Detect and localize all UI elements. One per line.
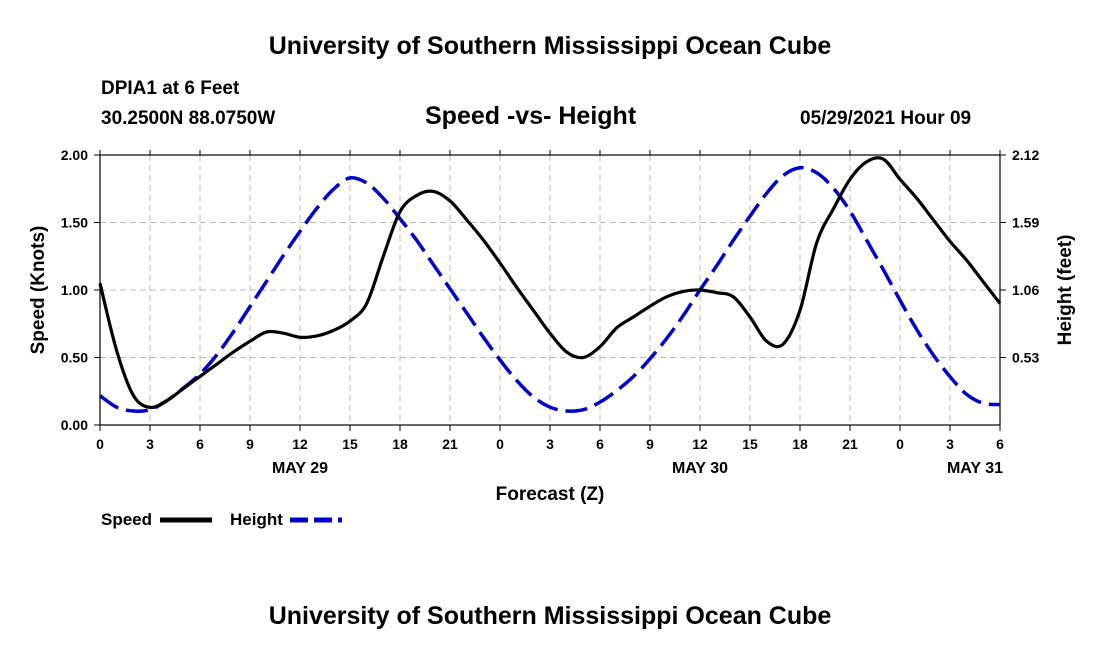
x-tick-label: 18 <box>392 436 408 452</box>
series-lines <box>98 156 1002 413</box>
x-tick-label: 3 <box>946 436 954 452</box>
legend-speed-label: Speed <box>101 510 152 529</box>
y-tick-label: 0.00 <box>61 417 88 433</box>
x-tick-label: 15 <box>342 436 358 452</box>
chart-legend: Speed Height <box>101 510 342 529</box>
height-series-line <box>98 165 1001 413</box>
x-tick-label: 0 <box>96 436 104 452</box>
y-tick-label: 2.00 <box>61 147 88 163</box>
speed-height-chart: 0 3 6 9 12 15 18 21 0 3 6 9 12 15 18 21 0 3 6 MAY 29 MAY 30 M… <box>28 147 1076 529</box>
x-tick-label: 21 <box>442 436 458 452</box>
speed-series-line <box>98 156 1002 410</box>
y2-tick-label: 1.59 <box>1012 215 1039 231</box>
top-title: University of Southern Mississippi Ocean… <box>268 32 832 60</box>
y-tick-label: 1.50 <box>61 215 88 231</box>
bottom-title: University of Southern Mississippi Ocean… <box>268 602 832 630</box>
x-tick-label: 3 <box>146 436 154 452</box>
chart-title: Speed -vs- Height <box>425 102 637 130</box>
legend-height-label: Height <box>230 510 283 529</box>
x-tick-label: 12 <box>292 436 308 452</box>
date-label: MAY 29 <box>272 460 328 477</box>
y-axis-label: Speed (Knots) <box>28 226 49 355</box>
x-axis-label: Forecast (Z) <box>496 484 605 505</box>
x-tick-label: 12 <box>692 436 708 452</box>
x-tick-label: 0 <box>896 436 904 452</box>
y2-tick-label: 1.06 <box>1012 282 1039 298</box>
y-tick-label: 0.50 <box>61 350 88 366</box>
x-tick-label: 6 <box>196 436 204 452</box>
y2-axis-label: Height (feet) <box>1055 235 1076 346</box>
x-tick-label: 6 <box>596 436 604 452</box>
x-tick-label: 9 <box>246 436 254 452</box>
x-tick-label: 9 <box>646 436 654 452</box>
x-tick-label: 6 <box>996 436 1004 452</box>
y-tick-label: 1.00 <box>61 282 88 298</box>
forecast-datetime: 05/29/2021 Hour 09 <box>800 108 972 129</box>
x-tick-label: 3 <box>546 436 554 452</box>
grid-lines <box>100 155 1000 425</box>
y2-tick-label: 2.12 <box>1012 147 1039 163</box>
x-tick-label: 15 <box>742 436 758 452</box>
station-coordinates: 30.2500N 88.0750W <box>101 108 276 129</box>
date-label: MAY 31 <box>947 460 1003 477</box>
date-label: MAY 30 <box>672 460 728 477</box>
station-label: DPIA1 at 6 Feet <box>101 78 240 99</box>
x-tick-label: 21 <box>842 436 858 452</box>
axis-ticks: 0 3 6 9 12 15 18 21 0 3 6 9 12 15 18 21 0 3 6 MAY 29 MAY 30 M… <box>61 147 1040 477</box>
y2-tick-label: 0.53 <box>1012 350 1039 366</box>
x-tick-label: 0 <box>496 436 504 452</box>
x-tick-label: 18 <box>792 436 808 452</box>
